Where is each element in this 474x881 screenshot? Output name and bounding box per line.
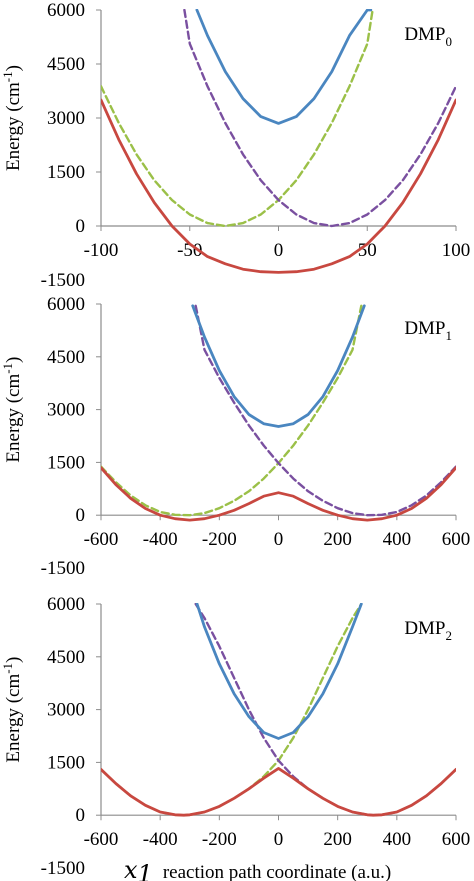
x-tick-label: -200 (202, 529, 237, 550)
y-axis-label: Energy (cm-1) (0, 657, 24, 763)
panel-title-subscript: 2 (446, 628, 453, 643)
series-diabatic-left (101, 9, 374, 228)
y-tick-label: 0 (76, 805, 86, 826)
series-diabatic-right (194, 304, 456, 517)
y-axis-label-tail: ) (3, 657, 24, 663)
x-tick-label: -50 (177, 240, 202, 261)
panel-2: -1500 0 1500 3000 4500 6000 -600 -400 -200 0 200 40… (0, 594, 470, 879)
series-diabatic-left (101, 304, 363, 517)
y-tick-label: 3000 (47, 108, 85, 129)
x-tick-label: 50 (358, 240, 377, 261)
y-tick-label: -1500 (41, 858, 85, 879)
series-diabatic-left (101, 603, 363, 817)
panel-title-text: DMP (404, 618, 445, 639)
panel-title-subscript: 1 (446, 328, 453, 343)
x-tick-label: 400 (383, 829, 412, 850)
series-diabatic-right (183, 9, 456, 228)
x-tick-label: 600 (442, 529, 471, 550)
x-tick-label: 200 (323, 829, 352, 850)
y-tick-label: 6000 (47, 594, 85, 615)
panel-title: DMP2 (404, 618, 452, 643)
y-tick-label: 6000 (47, 294, 85, 315)
series-lower (101, 98, 456, 274)
x-tick-label: -600 (84, 529, 119, 550)
panel-title-text: DMP (404, 318, 445, 339)
y-axis-label-sup: -1 (0, 363, 15, 374)
panel-title-text: DMP (404, 24, 445, 45)
y-axis-label-sup: -1 (0, 71, 15, 82)
y-axis-label-text: Energy (cm (3, 674, 24, 763)
x-axis-label-text: reaction path coordinate (a.u.) (163, 862, 391, 881)
x-tick-label: -100 (84, 240, 119, 261)
y-tick-label: 3000 (47, 400, 85, 421)
y-tick-label: 4500 (47, 647, 85, 668)
panel-1: -1500 0 1500 3000 4500 6000 -600 -400 -200 0 200 40… (0, 294, 470, 579)
y-tick-label: 6000 (47, 0, 85, 21)
panel-title: DMP0 (404, 24, 452, 49)
x-tick-label: -400 (143, 829, 178, 850)
x-axis-subscript: 1 (138, 860, 153, 881)
y-tick-label: 0 (76, 505, 86, 526)
y-tick-label: 4500 (47, 54, 85, 75)
y-axis-label-text: Energy (cm (3, 374, 24, 463)
x-axis-title: x1 reaction path coordinate (a.u.) (124, 856, 391, 881)
y-tick-label: 4500 (47, 347, 85, 368)
y-axis-label-sup: -1 (0, 663, 15, 674)
series-lower (101, 466, 456, 522)
panel-title: DMP1 (404, 318, 452, 343)
x-axis-symbol: x (124, 856, 138, 881)
series-upper (195, 9, 373, 125)
panel-title-subscript: 0 (446, 34, 453, 49)
y-tick-label: 0 (76, 216, 86, 237)
y-tick-label: 1500 (47, 752, 85, 773)
y-axis-label: Energy (cm-1) (0, 357, 24, 463)
y-axis-label-tail: ) (3, 65, 24, 71)
series-upper (191, 304, 366, 428)
x-tick-label: 0 (274, 529, 284, 550)
x-tick-label: -200 (202, 829, 237, 850)
y-tick-label: -1500 (41, 558, 85, 579)
x-tick-label: -600 (84, 829, 119, 850)
x-tick-label: 0 (274, 829, 284, 850)
y-tick-label: 1500 (47, 452, 85, 473)
x-tick-label: 200 (323, 529, 352, 550)
x-tick-label: 600 (442, 829, 471, 850)
y-axis-label: Energy (cm-1) (0, 65, 24, 171)
panel-0: -1500 0 1500 3000 4500 6000 -100 -50 0 50 100 Energ… (0, 0, 470, 291)
x-tick-label: 400 (383, 529, 412, 550)
y-tick-label: 3000 (47, 700, 85, 721)
series-lower (101, 767, 456, 817)
x-tick-label: 100 (442, 240, 471, 261)
y-axis-label-tail: ) (3, 357, 24, 363)
x-tick-label: 0 (274, 240, 284, 261)
y-axis-label-text: Energy (cm (3, 82, 24, 171)
y-tick-label: 1500 (47, 162, 85, 183)
y-tick-label: -1500 (41, 270, 85, 291)
series-upper (195, 603, 363, 740)
x-tick-label: -400 (143, 529, 178, 550)
